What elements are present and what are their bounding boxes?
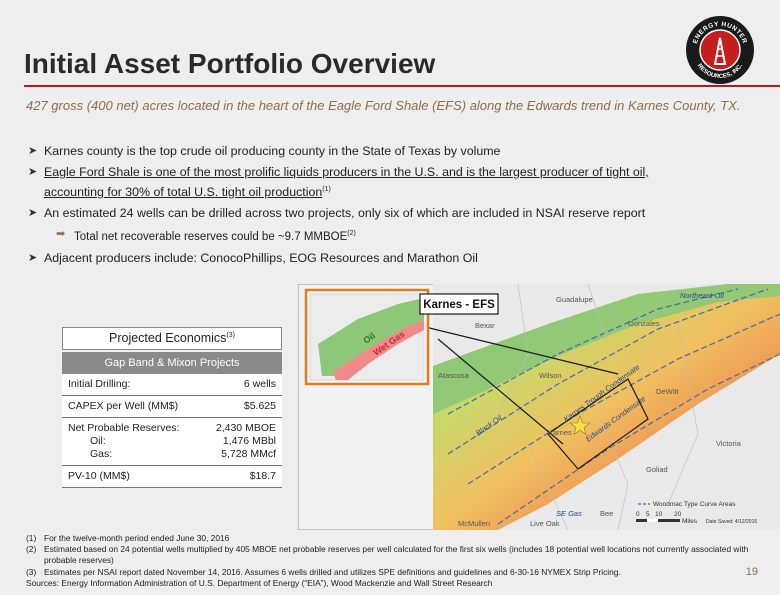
arrow-bullet-icon: ➤ <box>28 166 38 178</box>
bullet-text: Eagle Ford Shale is one of the most prol… <box>44 165 649 179</box>
map-label-dewitt: DeWitt <box>656 387 679 396</box>
footnote: (2) Estimated based on 24 potential wells… <box>26 544 749 566</box>
economics-title: Projected Economics(3) <box>62 327 282 350</box>
bullet-list: ➤ Karnes county is the top crude oil pro… <box>28 142 758 270</box>
table-row: Net Probable Reserves: Oil: Gas: 2,430 M… <box>62 418 282 466</box>
map-label-guadalupe: Guadalupe <box>556 295 593 304</box>
bullet-item: ➤ An estimated 24 wells can be drilled a… <box>28 204 758 222</box>
map-label-bexar: Bexar <box>475 321 495 330</box>
map-label-se-gas: SE Gas <box>556 509 582 518</box>
map-label-victoria: Victoria <box>716 439 742 448</box>
bullet-highlight: top crude oil producing county in the St… <box>159 144 501 158</box>
footnotes: (1) For the twelve-month period ended Jun… <box>26 533 756 589</box>
footnote: (1) For the twelve-month period ended Jun… <box>26 533 230 543</box>
svg-text:Date Saved: 4/12/2016: Date Saved: 4/12/2016 <box>706 519 757 525</box>
title-divider <box>24 85 780 87</box>
map-legend-label: Woodmac Type Curve Areas <box>653 501 736 508</box>
sub-bullet-item: ➡ Total net recoverable reserves could b… <box>28 225 758 246</box>
karnes-efs-callout: Karnes - EFS <box>423 299 495 311</box>
page-number: 19 <box>745 566 758 578</box>
subtitle: 427 gross (400 net) acres located in the… <box>26 98 741 113</box>
table-row: Initial Drilling: 6 wells <box>62 374 282 396</box>
sub-arrow-icon: ➡ <box>56 228 66 241</box>
map-label-live-oak: Live Oak <box>530 519 560 528</box>
map-label-northeast-oil: Northeast Oil <box>680 291 724 300</box>
bullet-item: ➤ Karnes county is the top crude oil pro… <box>28 142 758 160</box>
map-label-karnes: Karnes <box>548 428 572 437</box>
svg-text:10: 10 <box>655 511 663 518</box>
table-row: CAPEX per Well (MM$) $5.625 <box>62 396 282 418</box>
map-label-wilson: Wilson <box>539 371 562 380</box>
bullet-text: Adjacent producers include: ConocoPhilli… <box>44 250 478 265</box>
bullet-text: Karnes county is the <box>44 144 160 158</box>
bullet-text: Total net recoverable reserves could be … <box>74 230 348 243</box>
bullet-text: An estimated 24 wells can be drilled acr… <box>44 206 646 221</box>
page-title: Initial Asset Portfolio Overview <box>24 48 436 79</box>
table-row: PV-10 (MM$) $18.7 <box>62 466 282 488</box>
bullet-item: ➤ Eagle Ford Shale is one of the most pr… <box>28 163 758 201</box>
arrow-bullet-icon: ➤ <box>28 251 38 264</box>
map-label-gonzales: Gonzales <box>628 319 660 328</box>
footnote: (3) Estimates per NSAI report dated Novem… <box>26 566 621 577</box>
bullet-text: accounting for 30% of total U.S. tight o… <box>44 185 323 200</box>
arrow-bullet-icon: ➤ <box>28 207 38 220</box>
eagle-ford-map: Oil Wet Gas Karnes - EFS Guadalupe Gonza… <box>298 284 780 530</box>
economics-band-header: Gap Band & Mixon Projects <box>62 352 282 374</box>
svg-text:Miles: Miles <box>682 518 698 525</box>
footnote-ref: (2) <box>347 230 356 238</box>
svg-text:5: 5 <box>646 511 650 518</box>
map-label-atascosa: Atascosa <box>438 371 470 380</box>
footnote-ref: (1) <box>322 186 331 193</box>
sources-line: Sources: Energy Information Administrati… <box>26 577 493 588</box>
arrow-bullet-icon: ➤ <box>28 145 38 157</box>
company-logo: ENERGY HUNTER RESOURCES, INC. <box>686 16 754 84</box>
projected-economics-table: Projected Economics(3) Gap Band & Mixon … <box>62 327 282 488</box>
map-label-goliad: Goliad <box>646 465 668 474</box>
bullet-item: ➤ Adjacent producers include: ConocoPhil… <box>28 249 758 267</box>
map-label-bee: Bee <box>600 509 613 518</box>
svg-text:20: 20 <box>674 511 682 518</box>
svg-text:0: 0 <box>636 511 640 518</box>
map-label-mcmullen: McMullen <box>458 519 490 528</box>
